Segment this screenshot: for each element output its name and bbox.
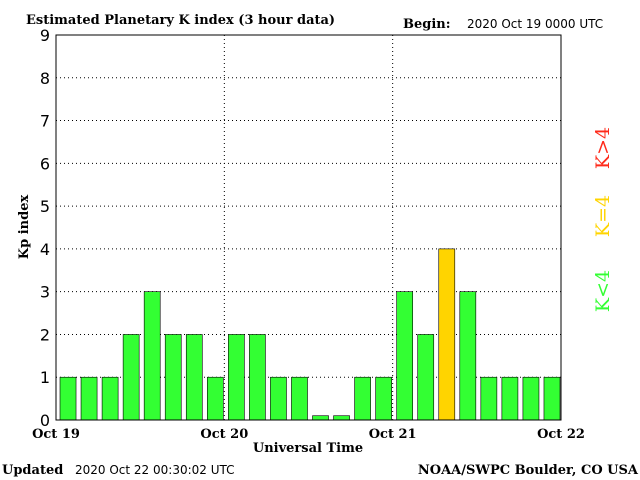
kp-bar <box>143 291 161 421</box>
kp-bar <box>417 334 435 421</box>
kp-bar <box>59 376 77 421</box>
y-tick-label: 9 <box>40 26 50 45</box>
kp-bar <box>396 291 414 421</box>
kp-bar <box>459 291 477 421</box>
footer-updated-value: 2020 Oct 22 00:30:02 UTC <box>75 463 235 477</box>
y-tick-label: 8 <box>40 69 50 88</box>
legend-k-less-4: K<4 <box>592 270 614 312</box>
bar-series <box>59 248 561 421</box>
x-tick-label: Oct 21 <box>369 427 417 442</box>
footer-updated-label: Updated <box>2 463 63 478</box>
y-tick-label: 1 <box>40 368 50 387</box>
kp-bar <box>80 376 98 421</box>
begin-label: Begin: <box>403 17 451 32</box>
grid-lines <box>56 35 561 420</box>
y-axis-label: Kp index <box>17 195 32 260</box>
kp-bar <box>249 334 266 421</box>
kp-bar <box>312 415 329 421</box>
x-tick-label: Oct 22 <box>537 427 585 442</box>
kp-bar <box>375 376 392 421</box>
kp-bar <box>164 334 182 421</box>
y-tick-label: 4 <box>40 240 50 259</box>
kp-bar <box>438 248 456 421</box>
x-tick-label: Oct 20 <box>200 427 248 442</box>
y-tick-label: 2 <box>40 325 50 344</box>
begin-value: 2020 Oct 19 0000 UTC <box>467 17 603 31</box>
plot-frame <box>55 34 562 421</box>
chart-title: Estimated Planetary K index (3 hour data… <box>26 13 335 28</box>
kp-bar <box>206 376 224 421</box>
y-ticks: 0 1 2 3 4 5 6 7 8 9 <box>40 26 50 430</box>
kp-bar <box>501 376 519 421</box>
kp-bar <box>354 376 371 421</box>
x-axis-label: Universal Time <box>253 441 363 456</box>
kp-bar <box>543 376 561 421</box>
y-tick-label: 0 <box>40 411 50 430</box>
kp-bar <box>101 376 119 421</box>
legend-k-equal-4: K=4 <box>592 195 614 237</box>
y-tick-label: 5 <box>40 197 50 216</box>
footer-source: NOAA/SWPC Boulder, CO USA <box>418 463 639 478</box>
kp-bar <box>291 376 308 421</box>
kp-bar <box>333 415 350 421</box>
kp-bar <box>270 376 287 421</box>
y-tick-label: 6 <box>40 154 50 173</box>
kp-bar <box>122 334 140 421</box>
y-tick-label: 3 <box>40 283 50 302</box>
x-ticks: Oct 19 Oct 20 Oct 21 Oct 22 <box>32 427 585 442</box>
y-tick-label: 7 <box>40 112 50 131</box>
kp-bar <box>522 376 540 421</box>
kp-bar <box>480 376 498 421</box>
kp-bar <box>228 334 245 421</box>
legend-k-greater-4: K>4 <box>592 127 614 169</box>
x-tick-label: Oct 19 <box>32 427 80 442</box>
kp-bar <box>185 334 203 421</box>
